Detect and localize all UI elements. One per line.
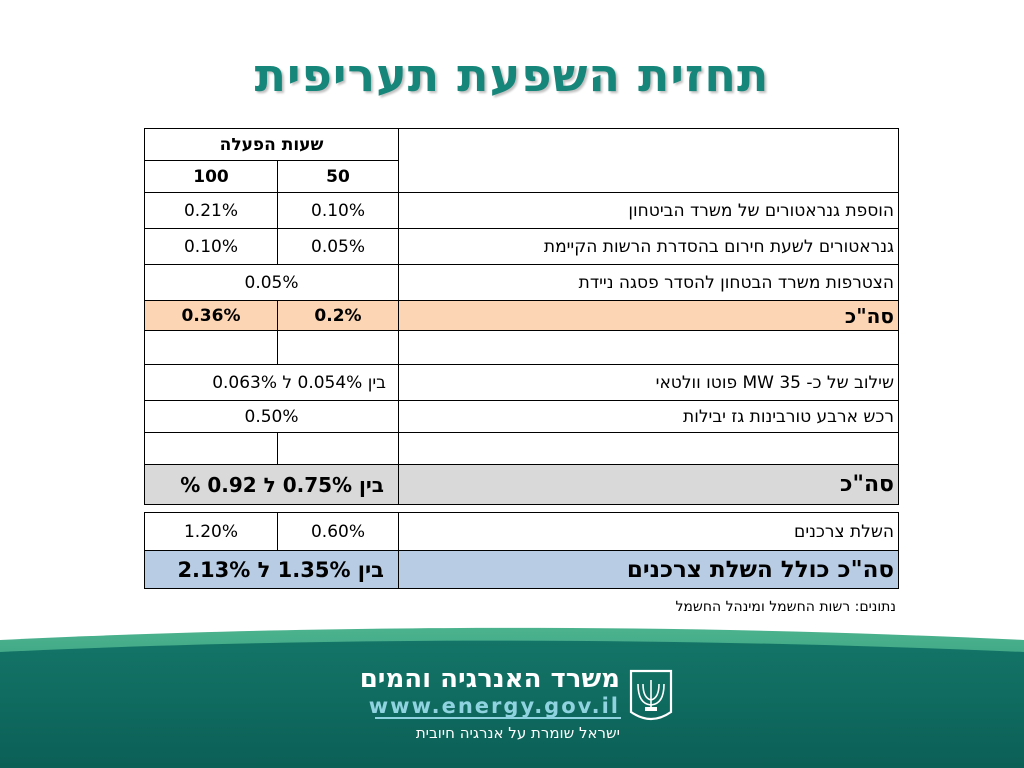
operating-hours-header: שעות הפעלה: [143, 128, 400, 161]
row-label: גנראטורים לשעת חירום בהסדרת הרשות הקיימת: [398, 228, 900, 265]
pv-range: בין 0.054% ל 0.063%: [143, 364, 400, 401]
subtotal-row: 0.36% 0.2% סה"כ: [144, 300, 900, 331]
total-row: בין 0.75% ל 0.92 % סה"כ: [143, 464, 900, 505]
final-range: בין 1.35% ל 2.13%: [144, 550, 399, 589]
total-range: בין 0.75% ל 0.92 %: [143, 464, 400, 505]
empty-cell: [398, 330, 900, 365]
table-row: 0.21% 0.10% הוספת גנראטורים של משרד הביט…: [144, 192, 900, 229]
ministry-url[interactable]: www.energy.gov.il: [368, 694, 620, 718]
table-row: בין 0.054% ל 0.063% שילוב של כ- 35 MW פו…: [143, 364, 900, 401]
value-100: 0.10%: [144, 228, 278, 265]
ministry-slogan: ישראל שומרת על אנרגיה חיובית: [415, 724, 620, 742]
consumer-shedding-table: 1.20% 0.60% השלת צרכנים בין 1.35% ל 2.13…: [144, 512, 899, 589]
consumer-100: 1.20%: [144, 512, 278, 551]
merged-value: 0.05%: [143, 264, 400, 301]
row-label: השלת צרכנים: [398, 512, 899, 551]
row-label: הוספת גנראטורים של משרד הביטחון: [398, 192, 900, 229]
source-note: נתונים: רשות החשמל ומינהל החשמל: [675, 599, 896, 615]
ministry-name: משרד האנרגיה והמים: [359, 664, 620, 694]
empty-cell: [144, 330, 278, 365]
final-label: סה"כ כולל השלת צרכנים: [398, 550, 899, 589]
tariff-table: שעות הפעלה 100 50 0.21% 0.10% הוספת גנרא…: [143, 128, 900, 505]
subtotal-100: 0.36%: [144, 300, 278, 331]
value-50: 0.05%: [276, 228, 400, 265]
table-row: 0.10% 0.05% גנראטורים לשעת חירום בהסדרת …: [144, 228, 900, 265]
total-label: סה"כ: [398, 464, 900, 505]
consumer-50: 0.60%: [277, 512, 399, 551]
subtotal-50: 0.2%: [276, 300, 400, 331]
final-total-row: בין 1.35% ל 2.13% סה"כ כולל השלת צרכנים: [144, 550, 899, 589]
row-label: שילוב של כ- 35 MW פוטו וולטאי: [398, 364, 900, 401]
slide-title: תחזית השפעת תעריפית: [254, 48, 770, 102]
value-50: 0.10%: [276, 192, 400, 229]
empty-cell: [144, 432, 278, 465]
spacer-row: [144, 330, 900, 365]
row-label: רכש ארבע טורבינות גז יבילות: [398, 400, 900, 433]
empty-header-cell: [398, 128, 900, 193]
state-emblem-icon: [629, 669, 673, 721]
table-row: 1.20% 0.60% השלת צרכנים: [144, 512, 899, 551]
empty-cell: [276, 330, 400, 365]
subtotal-label: סה"כ: [398, 300, 900, 331]
